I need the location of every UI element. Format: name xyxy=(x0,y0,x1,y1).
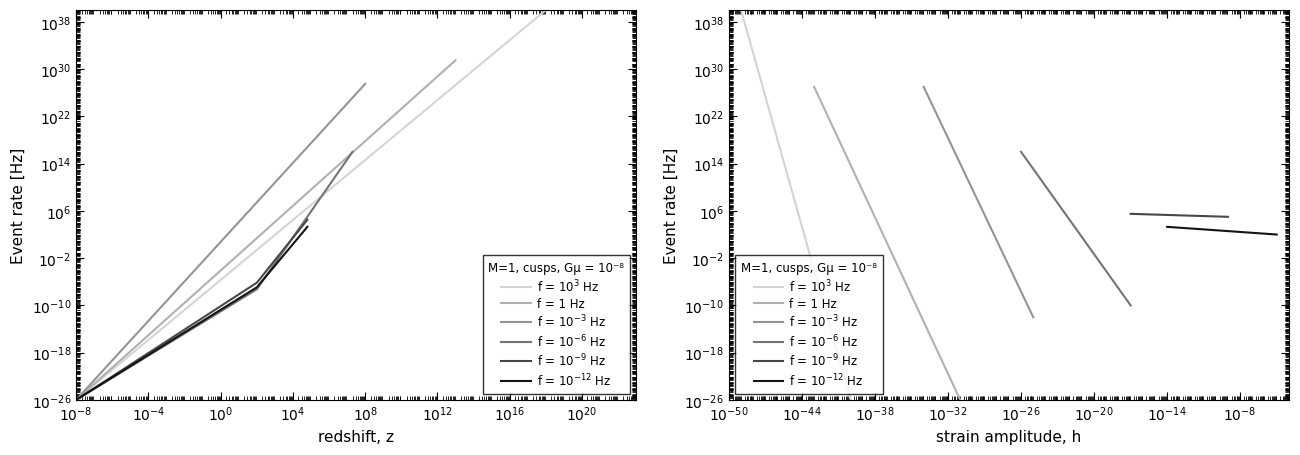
X-axis label: strain amplitude, h: strain amplitude, h xyxy=(936,429,1082,444)
X-axis label: redshift, z: redshift, z xyxy=(318,429,394,444)
Y-axis label: Event rate [Hz]: Event rate [Hz] xyxy=(12,147,26,263)
Legend: f = 10$^{3}$ Hz, f = 1 Hz, f = 10$^{-3}$ Hz, f = 10$^{-6}$ Hz, f = 10$^{-9}$ Hz,: f = 10$^{3}$ Hz, f = 1 Hz, f = 10$^{-3}$… xyxy=(482,256,630,394)
Legend: f = 10$^{3}$ Hz, f = 1 Hz, f = 10$^{-3}$ Hz, f = 10$^{-6}$ Hz, f = 10$^{-9}$ Hz,: f = 10$^{3}$ Hz, f = 1 Hz, f = 10$^{-3}$… xyxy=(734,256,883,394)
Y-axis label: Event rate [Hz]: Event rate [Hz] xyxy=(664,147,679,263)
